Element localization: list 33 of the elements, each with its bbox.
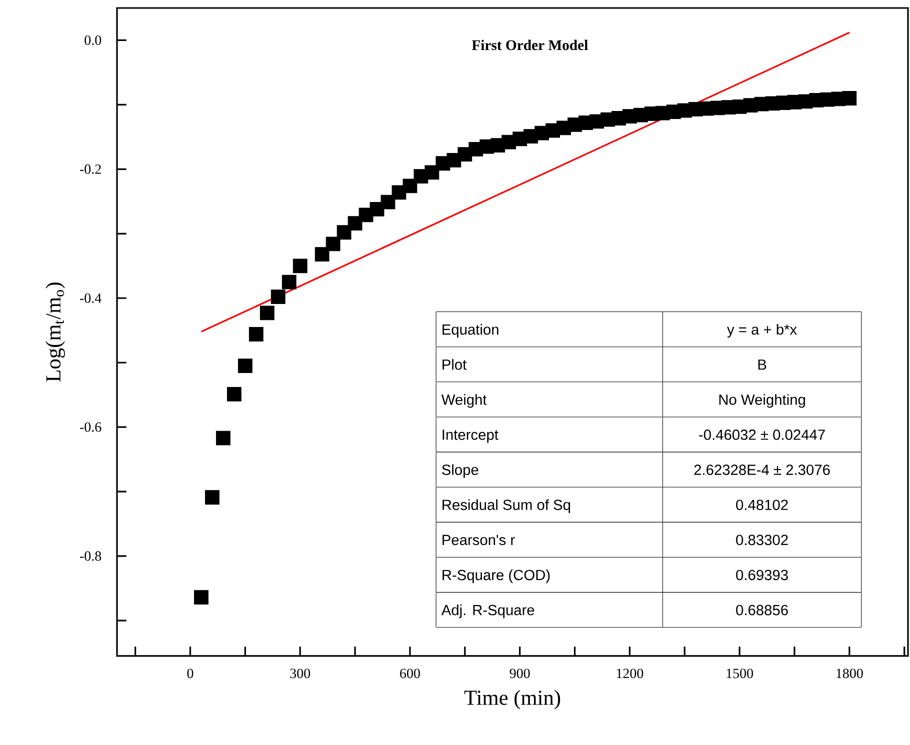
x-tick-label: 0 [187, 668, 194, 678]
annotation: 0.68856 [736, 604, 788, 616]
y-tick-label: -0.6 [80, 422, 102, 432]
annotation: No Weighting [719, 394, 805, 408]
annotation: -0.46032 ± 0.02447 [699, 430, 825, 440]
x-tick-label: 900 [510, 668, 530, 678]
annotation: 2.62328E-4 ± 2.3076 [694, 464, 830, 475]
x-tick-label: 300 [290, 668, 310, 678]
x-tick-label: 1800 [836, 668, 863, 678]
y-tick-label: -0.4 [80, 293, 102, 303]
annotation: R-Square (COD) [442, 569, 550, 584]
annotation: Plot [442, 359, 467, 370]
y-tick-label: 0.0 [84, 35, 102, 45]
x-tick-label: 600 [400, 668, 420, 678]
annotation: Equation [442, 324, 498, 338]
annotation: 0.48102 [736, 500, 788, 510]
annotation: Slope [442, 464, 478, 478]
x-tick-label: 1200 [616, 668, 644, 678]
annotation: B [758, 360, 766, 370]
annotation: Weight [441, 394, 487, 408]
x-axis-title: Time (min) [464, 690, 560, 710]
annotation: Pearson's r [442, 534, 515, 546]
annotation: Intercept [442, 430, 498, 443]
annotation: 0.69393 [736, 570, 788, 580]
x-tick-label: 1500 [726, 668, 754, 678]
y-axis-title: Log(m$_{t}$/m$_{o}$) [46, 282, 65, 382]
y-tick-label: -0.8 [80, 551, 102, 561]
text: First Order Model [472, 40, 588, 50]
y-tick-label: -0.2 [80, 164, 101, 174]
annotation: Adj. R-Square [441, 604, 534, 618]
annotation: Residual Sum of Sq [442, 499, 570, 513]
annotation: y = a + b*x [727, 324, 797, 338]
annotation: 0.83302 [736, 534, 788, 546]
